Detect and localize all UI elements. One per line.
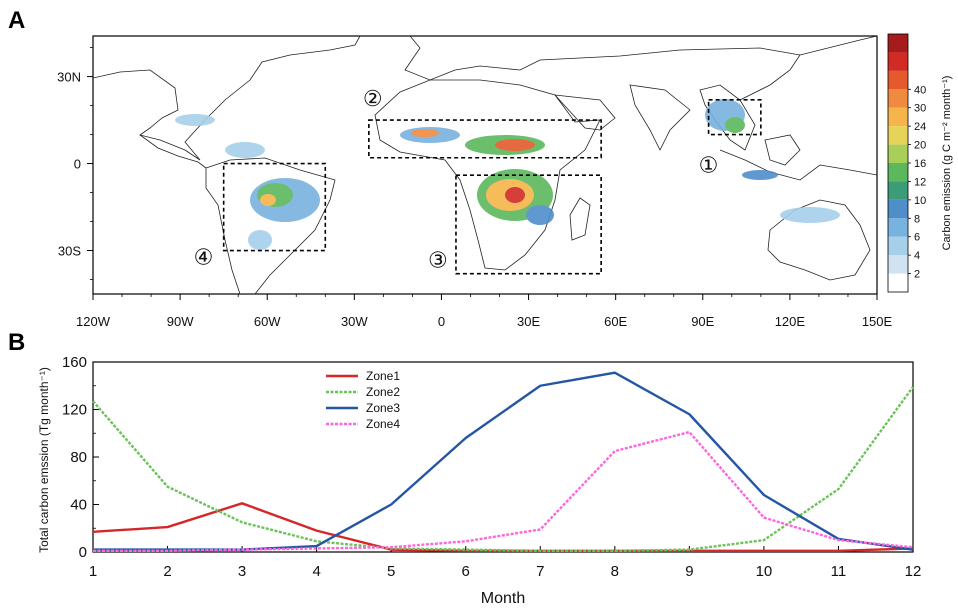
x-tick-label: 11 bbox=[831, 563, 847, 580]
zone3-box bbox=[455, 174, 602, 275]
legend-label-zone1: Zone1 bbox=[366, 369, 400, 383]
x-tick-label: 9 bbox=[685, 563, 693, 580]
y-tick-label: 40 bbox=[70, 497, 87, 514]
lon-tick-label: 150E bbox=[862, 314, 893, 329]
longitude-ticks: 120W 90W 60W 30W 0 30E 60E 90E 120E 150E bbox=[76, 294, 893, 329]
legend-label-zone4: Zone4 bbox=[366, 417, 400, 431]
colorbar-swatch bbox=[888, 89, 908, 108]
zone4-box bbox=[222, 162, 327, 252]
colorbar-tick-label: 6 bbox=[914, 232, 920, 244]
central-america-outline bbox=[139, 134, 207, 169]
y-axis-label: Total carbon emssion (Tg month⁻¹) bbox=[37, 367, 51, 553]
lon-tick-label: 30E bbox=[517, 314, 540, 329]
indonesia-outline bbox=[719, 149, 877, 181]
colorbar-tick-label: 4 bbox=[914, 250, 920, 262]
x-tick-label: 6 bbox=[462, 563, 470, 580]
y-axis-ticks: 0 40 80 120 160 bbox=[62, 354, 99, 561]
colorbar-swatch bbox=[888, 126, 908, 145]
world-map: ① ② ③ ④ 120W 90W 60W 30W 0 30E 60E 90E 120E 150E 30N… bbox=[57, 33, 953, 329]
arabia-outline bbox=[553, 94, 616, 131]
lon-tick-label: 60W bbox=[254, 314, 281, 329]
colorbar-swatch bbox=[888, 236, 908, 256]
australia-outline bbox=[767, 199, 871, 281]
colorbar-swatch bbox=[888, 34, 908, 53]
colorbar-label: Carbon emission (g C m⁻² month⁻¹) bbox=[941, 76, 953, 251]
lat-tick-label: 30N bbox=[57, 70, 81, 85]
zone2-label: ② bbox=[363, 87, 383, 112]
colorbar-tick-label: 24 bbox=[914, 121, 926, 133]
lon-tick-label: 30W bbox=[341, 314, 368, 329]
panel-a-letter: A bbox=[8, 7, 25, 34]
colorbar-tick-label: 2 bbox=[914, 269, 920, 281]
colorbar-tick-label: 40 bbox=[914, 84, 926, 96]
lon-tick-label: 0 bbox=[438, 314, 445, 329]
colorbar-swatch bbox=[888, 144, 908, 163]
colorbar-swatch bbox=[888, 218, 908, 237]
colorbar-tick-label: 16 bbox=[914, 158, 926, 170]
y-tick-label: 120 bbox=[62, 402, 87, 419]
zone-boxes: ① ② ③ ④ bbox=[194, 87, 762, 275]
lon-tick-label: 90W bbox=[167, 314, 194, 329]
colorbar-tick-label: 20 bbox=[914, 140, 926, 152]
colorbar-swatch bbox=[888, 52, 908, 71]
borneo-outline bbox=[764, 134, 801, 166]
colorbar-tick-label: 10 bbox=[914, 195, 926, 207]
x-tick-label: 1 bbox=[89, 563, 97, 580]
emission-patches bbox=[175, 99, 840, 250]
india-outline bbox=[629, 84, 691, 151]
madagascar-outline bbox=[569, 197, 591, 241]
x-tick-label: 10 bbox=[756, 563, 773, 580]
y-tick-label: 160 bbox=[62, 354, 87, 371]
latitude-ticks: 30N 0 30S bbox=[57, 47, 93, 280]
colorbar-swatch bbox=[888, 273, 908, 292]
x-tick-label: 8 bbox=[611, 563, 619, 580]
colorbar-swatch bbox=[888, 255, 908, 274]
colorbar-swatch bbox=[888, 163, 908, 182]
colorbar-swatch bbox=[888, 199, 908, 219]
europe-outline bbox=[404, 36, 877, 81]
y-tick-label: 0 bbox=[79, 544, 87, 561]
x-tick-label: 2 bbox=[163, 563, 171, 580]
lat-tick-label: 0 bbox=[74, 157, 81, 172]
legend-label-zone2: Zone2 bbox=[366, 385, 400, 399]
colorbar-swatch bbox=[888, 70, 908, 90]
north-america-outline bbox=[93, 36, 361, 161]
lon-tick-label: 90E bbox=[691, 314, 714, 329]
colorbar-tick-label: 12 bbox=[914, 176, 926, 188]
lat-tick-label: 30S bbox=[58, 244, 81, 259]
zone4-label: ④ bbox=[194, 246, 214, 271]
y-tick-label: 80 bbox=[70, 449, 87, 466]
series-line-zone4 bbox=[93, 430, 914, 553]
zone1-box bbox=[707, 98, 762, 136]
x-tick-label: 7 bbox=[536, 563, 544, 580]
series-line-zone2 bbox=[92, 386, 914, 553]
colorbar-tick-label: 8 bbox=[914, 213, 920, 225]
panel-b-letter: B bbox=[8, 329, 25, 356]
zone2-box bbox=[368, 119, 602, 159]
colorbar-swatch bbox=[888, 107, 908, 127]
colorbar-tick-label: 30 bbox=[914, 103, 926, 115]
series-lines bbox=[92, 371, 914, 553]
lon-tick-label: 60E bbox=[604, 314, 627, 329]
zone1-label: ① bbox=[699, 154, 719, 179]
china-coast-outline bbox=[739, 54, 801, 101]
x-axis-label: Month bbox=[481, 590, 525, 607]
colorbar-swatch bbox=[888, 181, 908, 200]
x-axis-ticks: 1 2 3 4 5 6 7 8 9 10 11 12 bbox=[89, 546, 922, 580]
africa-outline bbox=[374, 79, 601, 271]
chart-legend: Zone1 Zone2 Zone3 Zone4 bbox=[326, 369, 400, 431]
x-tick-label: 5 bbox=[387, 563, 395, 580]
x-tick-label: 12 bbox=[905, 563, 922, 580]
legend-label-zone3: Zone3 bbox=[366, 401, 400, 415]
zone3-label: ③ bbox=[428, 249, 448, 274]
x-tick-label: 3 bbox=[238, 563, 246, 580]
lon-tick-label: 120E bbox=[775, 314, 806, 329]
x-tick-label: 4 bbox=[312, 563, 320, 580]
lon-tick-label: 120W bbox=[76, 314, 111, 329]
